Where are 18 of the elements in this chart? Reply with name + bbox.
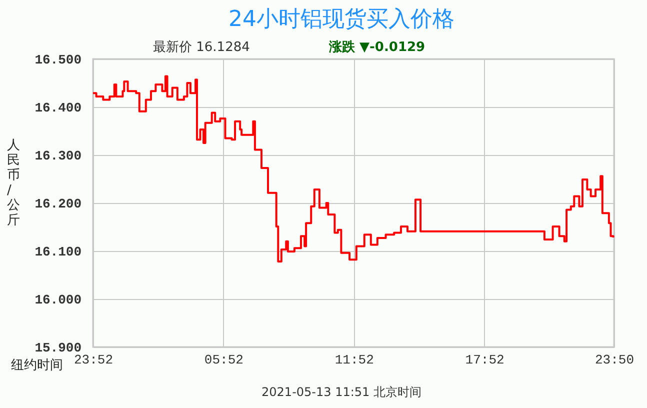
x-tick-label: 23:52	[74, 352, 114, 368]
text: 2021-05-13 11:51 北京时间	[262, 385, 422, 399]
x-axis-title: 纽约时间	[11, 358, 63, 373]
x-tick-label: 11:52	[334, 352, 374, 368]
x-tick-label: 05:52	[204, 352, 244, 368]
y-axis-title: 人民币/公斤	[7, 138, 20, 228]
x-tick-label: 17:52	[465, 352, 504, 368]
y-tick-label: 16.500	[34, 52, 82, 68]
y-tick-label: 16.000	[34, 292, 82, 308]
y-tick-label: 15.900	[34, 340, 82, 356]
chart-subtitle: 最新价 16.1284	[153, 40, 250, 55]
y-tick-label: 16.100	[34, 244, 82, 260]
y-tick-label: 16.400	[34, 100, 82, 116]
text: 涨跌 ▼-0.0129	[328, 40, 426, 55]
x-tick-label: 23:50	[594, 352, 634, 368]
y-tick-label: 16.200	[34, 196, 82, 212]
y-tick-label: 16.300	[34, 148, 82, 164]
chart-title: 24小时铝现货买入价格	[228, 7, 454, 32]
